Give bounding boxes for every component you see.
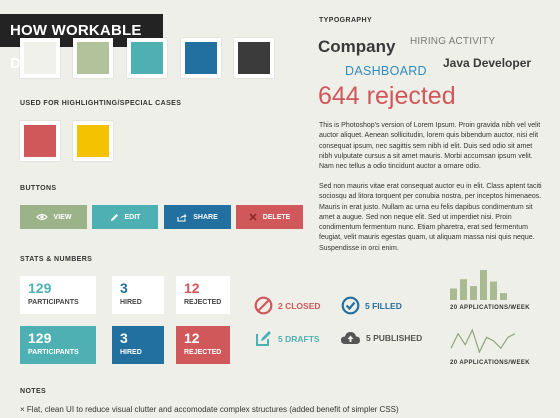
typography-rejected-sample: 644 rejected [318, 82, 456, 110]
prohibited-icon [254, 296, 273, 315]
stat-label: PARTICIPANTS [28, 349, 79, 356]
notes-section-label: NOTES [20, 388, 47, 395]
stat-label: HIRED [120, 299, 142, 306]
stat-card-participants: 129 PARTICIPANTS [20, 276, 96, 314]
sparkline-bar [500, 293, 507, 300]
view-button[interactable]: VIEW [20, 205, 87, 229]
status-filled-label: 5 FILLED [365, 300, 402, 311]
typography-hiring-activity-sample: HIRING ACTIVITY [410, 36, 496, 47]
stat-card-hired-filled: 3 HIRED [112, 326, 164, 364]
bar-sparkline-caption: 20 APPLICATIONS/WEEK [450, 305, 531, 311]
swatch-sage-green [73, 38, 113, 78]
pencil-icon [110, 213, 118, 221]
stat-label: REJECTED [184, 349, 222, 356]
swatch-teal [127, 38, 167, 78]
stat-label: REJECTED [184, 299, 222, 306]
view-button-label: VIEW [53, 213, 72, 221]
share-button-label: SHARE [193, 213, 218, 221]
share-button[interactable]: SHARE [164, 205, 231, 229]
sparkline-line [450, 328, 516, 354]
typography-section-label: TYPOGRAPHY [319, 17, 373, 24]
notes-item: × Flat, clean UI to reduce visual clutte… [20, 405, 399, 414]
status-drafts: 5 DRAFTS [254, 329, 320, 348]
status-published-label: 5 PUBLISHED [366, 332, 423, 343]
applications-line-sparkline [450, 328, 516, 354]
delete-button[interactable]: DELETE [236, 205, 303, 229]
edit-button[interactable]: EDIT [92, 205, 158, 229]
close-icon [249, 213, 257, 221]
stat-card-hired: 3 HIRED [112, 276, 164, 314]
buttons-section-label: BUTTONS [20, 185, 57, 192]
status-closed: 2 CLOSED [254, 296, 321, 315]
edit-button-label: EDIT [124, 213, 141, 221]
typography-company-sample: Company [318, 37, 396, 56]
stats-section-label: STATS & NUMBERS [20, 256, 93, 263]
stat-value: 12 [184, 330, 200, 346]
sparkline-bar [470, 286, 477, 300]
swatch-blue [181, 38, 221, 78]
typography-paragraph-2: Sed non mauris vitae erat consequat auct… [319, 183, 542, 252]
sparkline-bar [480, 270, 487, 300]
stat-value: 3 [120, 330, 128, 346]
typography-java-developer-sample: Java Developer [443, 56, 532, 70]
line-sparkline-caption: 20 APPLICATIONS/WEEK [450, 360, 531, 366]
share-icon [177, 213, 187, 222]
swatch-charcoal [234, 38, 274, 78]
swatch-red [20, 121, 60, 161]
status-closed-label: 2 CLOSED [278, 300, 321, 311]
stat-label: PARTICIPANTS [28, 299, 79, 306]
delete-button-label: DELETE [262, 213, 291, 221]
cloud-upload-icon [341, 332, 360, 344]
sparkline-bar [450, 288, 457, 300]
status-filled: 5 FILLED [341, 296, 402, 315]
notes-bullet: × [20, 405, 25, 414]
edit-icon [256, 331, 271, 346]
applications-bar-sparkline [450, 270, 507, 300]
eye-icon [35, 213, 48, 221]
typography-dashboard-sample: DASHBOARD [345, 64, 427, 78]
stat-value: 12 [184, 280, 200, 296]
stat-card-rejected-filled: 12 REJECTED [176, 326, 230, 364]
stat-card-rejected: 12 REJECTED [176, 276, 230, 314]
stat-card-participants-filled: 129 PARTICIPANTS [20, 326, 96, 364]
stat-value: 3 [120, 280, 128, 296]
sparkline-bar [490, 281, 497, 300]
notes-item-text: Flat, clean UI to reduce visual clutter … [26, 405, 399, 414]
stat-label: HIRED [120, 349, 142, 356]
sparkline-bar [460, 279, 467, 300]
status-drafts-label: 5 DRAFTS [278, 333, 320, 344]
swatch-light-gray [20, 38, 60, 78]
stat-value: 129 [28, 280, 52, 296]
check-circle-icon [341, 296, 360, 315]
highlight-section-label: USED FOR HIGHLIGHTING/SPECIAL CASES [20, 100, 182, 107]
swatch-yellow [73, 121, 113, 161]
typography-paragraph-1: This is Photoshop's version of Lorem Ips… [319, 122, 541, 171]
stat-value: 129 [28, 330, 52, 346]
status-published: 5 PUBLISHED [340, 329, 422, 346]
